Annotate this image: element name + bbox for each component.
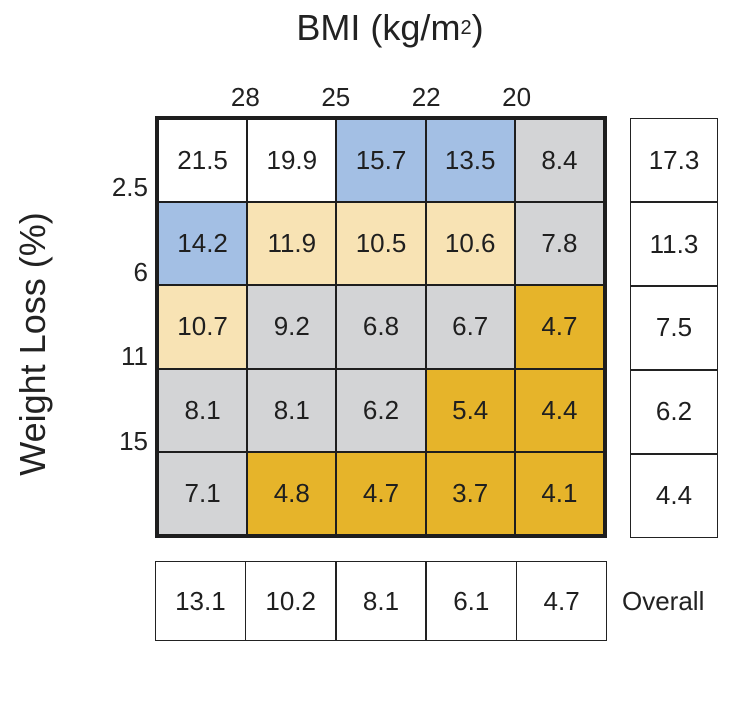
title-main: BMI (kg/m — [296, 7, 461, 48]
row-total-cell: 17.3 — [631, 119, 717, 202]
heatmap-cell: 11.9 — [248, 203, 336, 285]
x-tick-label: 25 — [321, 82, 351, 112]
heatmap-cell: 5.4 — [426, 369, 514, 451]
row-total-cell: 11.3 — [631, 202, 717, 286]
heatmap-cell: 6.2 — [337, 369, 425, 451]
row-totals-column: 17.3 11.3 7.5 6.2 4.4 — [630, 118, 718, 538]
heatmap-cell: 13.5 — [426, 120, 514, 202]
column-total-cell: 4.7 — [517, 562, 606, 640]
heatmap-cell: 15.7 — [337, 120, 425, 202]
column-total-cell: 8.1 — [336, 562, 426, 640]
heatmap-cell: 7.8 — [515, 203, 603, 285]
heatmap-cell: 4.4 — [515, 369, 603, 451]
overall-label: Overall — [622, 586, 705, 616]
column-total-cell: 10.2 — [246, 562, 336, 640]
title-superscript: 2 — [460, 17, 472, 39]
heatmap-cell: 9.2 — [248, 286, 336, 368]
column-totals-row: 13.1 10.2 8.1 6.1 4.7 — [155, 561, 607, 641]
heatmap-cell: 19.9 — [248, 120, 336, 202]
chart-title: BMI (kg/m2) — [245, 8, 535, 54]
heatmap-cell: 8.1 — [159, 369, 247, 451]
heatmap-cell: 8.1 — [248, 369, 336, 451]
heatmap-cell: 4.1 — [515, 452, 603, 534]
heatmap-cell: 4.8 — [248, 452, 336, 534]
heatmap-grid: 21.5 19.9 15.7 13.5 8.4 14.2 11.9 10.5 10.6 7.8 10… — [155, 116, 607, 538]
heatmap-cell: 10.6 — [426, 203, 514, 285]
heatmap-cell: 8.4 — [515, 120, 603, 202]
x-tick-label: 20 — [502, 82, 532, 112]
heatmap-cell: 10.7 — [159, 286, 247, 368]
heatmap-cell: 7.1 — [159, 452, 247, 534]
column-total-cell: 13.1 — [156, 562, 245, 640]
y-axis-label: Weight Loss (%) — [12, 212, 53, 476]
heatmap-cell: 4.7 — [515, 286, 603, 368]
row-total-cell: 4.4 — [631, 454, 717, 537]
y-tick-label: 6 — [133, 256, 148, 287]
column-total-cell: 6.1 — [426, 562, 516, 640]
y-tick-label: 2.5 — [111, 172, 148, 203]
heatmap-cell: 6.8 — [337, 286, 425, 368]
heatmap-cell: 6.7 — [426, 286, 514, 368]
row-total-cell: 7.5 — [631, 286, 717, 370]
heatmap-cell: 14.2 — [159, 203, 247, 285]
row-total-cell: 6.2 — [631, 370, 717, 454]
title-end: ) — [471, 7, 484, 48]
y-tick-label: 15 — [119, 425, 148, 456]
heatmap-cell: 3.7 — [426, 452, 514, 534]
heatmap-cell: 4.7 — [337, 452, 425, 534]
x-tick-label: 28 — [230, 82, 260, 112]
heatmap-cell: 21.5 — [159, 120, 247, 202]
y-tick-label: 11 — [121, 341, 148, 372]
heatmap-cell: 10.5 — [337, 203, 425, 285]
x-tick-label: 22 — [411, 82, 441, 112]
